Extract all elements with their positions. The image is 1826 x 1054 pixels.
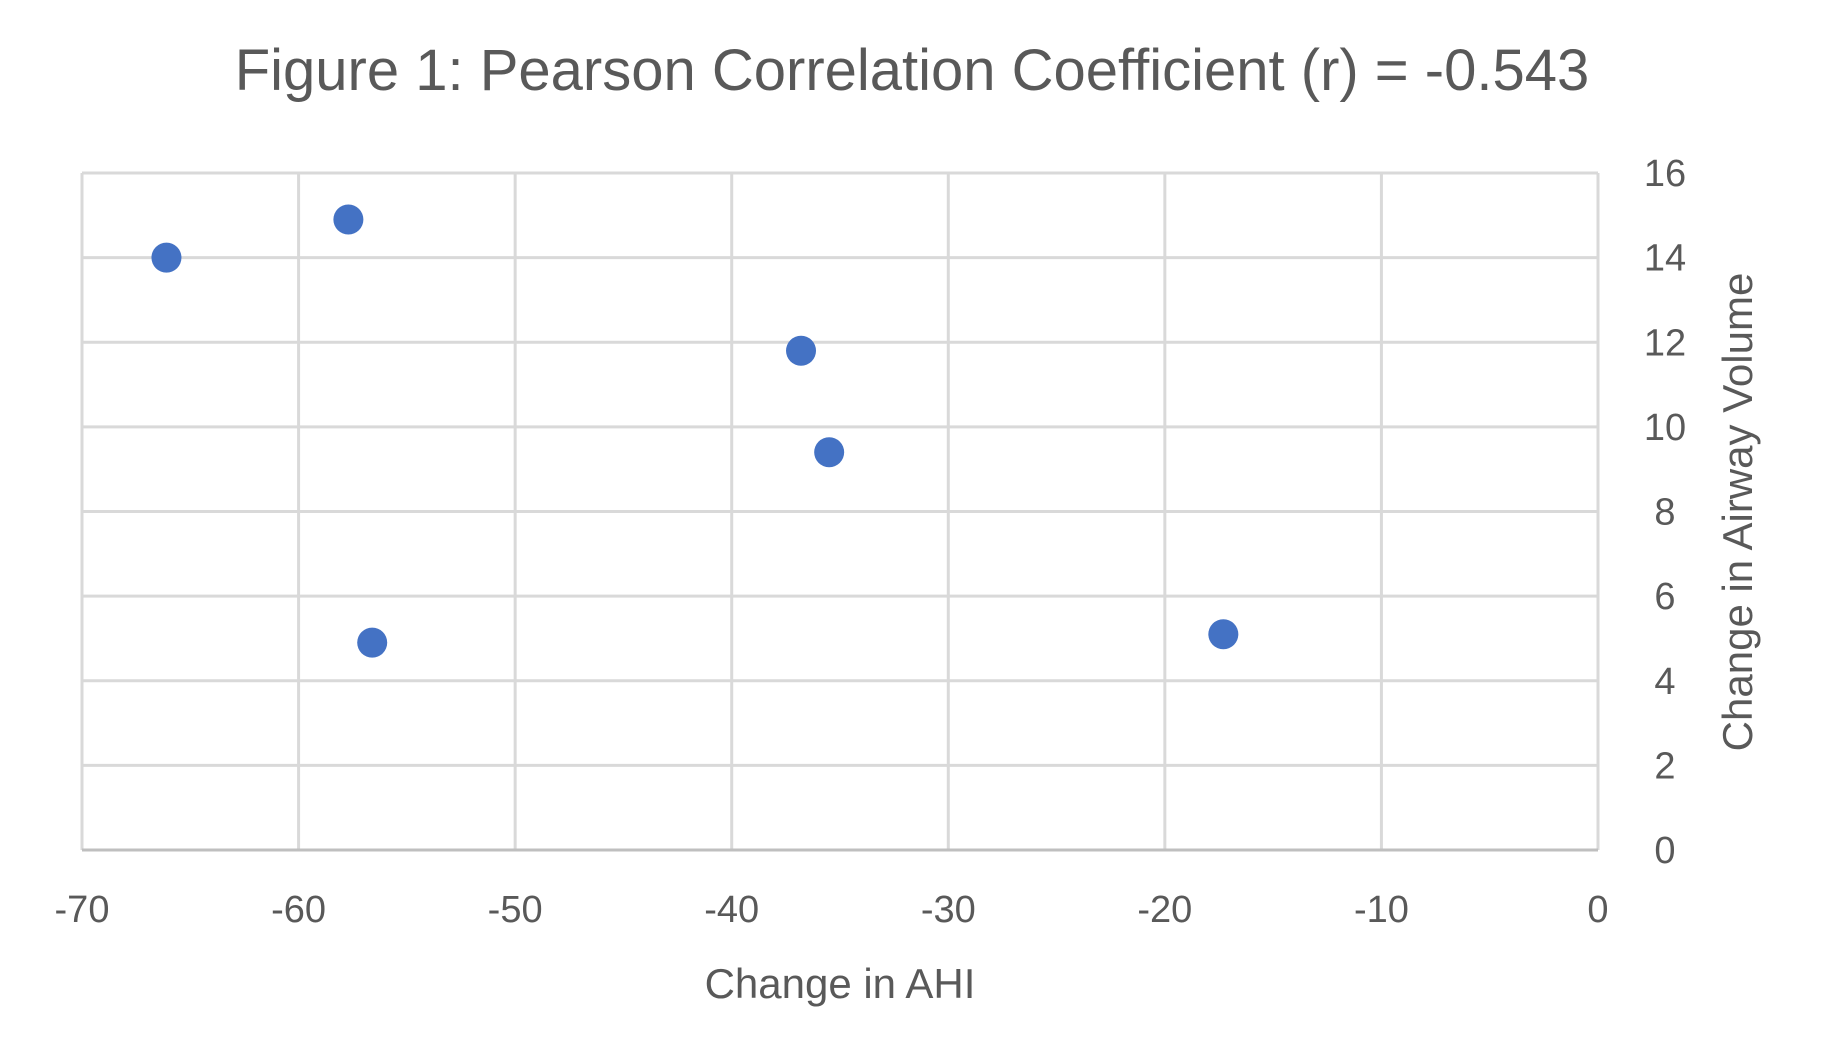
data-point [357,627,388,658]
x-tick-label: -20 [1137,889,1192,931]
data-point [333,204,364,235]
chart-title: Figure 1: Pearson Correlation Coefficien… [235,38,1590,103]
y-tick-label: 16 [1644,153,1686,195]
data-point [151,242,182,273]
x-tick-label: -30 [921,889,976,931]
data-point [1208,619,1239,650]
y-tick-label: 14 [1644,238,1686,280]
x-tick-label: -50 [488,889,543,931]
y-tick-label: 8 [1654,492,1675,534]
y-tick-label: 6 [1654,576,1675,618]
x-tick-label: -60 [271,889,326,931]
y-tick-label: 10 [1644,407,1686,449]
gridlines [80,171,1600,850]
y-tick-labels: 0 2 4 6 8 10 12 14 16 [1644,153,1686,872]
y-axis-title: Change in Airway Volume [1714,273,1761,752]
data-point [786,335,817,366]
data-point [814,437,845,468]
y-tick-label: 4 [1654,661,1675,703]
x-tick-label: 0 [1587,889,1608,931]
x-tick-label: -40 [704,889,759,931]
y-tick-label: 0 [1654,830,1675,872]
x-tick-label: -10 [1354,889,1409,931]
data-points [151,204,1239,658]
x-tick-label: -70 [55,889,110,931]
y-tick-label: 2 [1654,745,1675,787]
x-tick-labels: -70 -60 -50 -40 -30 -20 -10 0 [55,889,1609,931]
y-tick-label: 12 [1644,322,1686,364]
x-axis-title: Change in AHI [705,960,976,1007]
